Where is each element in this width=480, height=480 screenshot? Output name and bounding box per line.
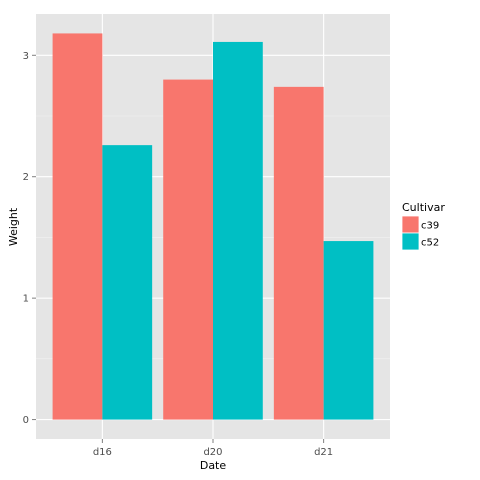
x-tick-label: d20 bbox=[203, 447, 222, 458]
legend-label-c52: c52 bbox=[421, 238, 439, 249]
y-tick-label: 2 bbox=[23, 172, 29, 183]
y-tick-label: 1 bbox=[23, 294, 29, 305]
y-axis-title: Weight bbox=[7, 207, 20, 246]
bars bbox=[52, 33, 374, 420]
legend-key-c52 bbox=[401, 232, 420, 251]
y-tick-label: 0 bbox=[23, 415, 29, 426]
bar-c52-d16 bbox=[102, 145, 153, 420]
y-axis-ticks: 0 1 2 3 bbox=[23, 51, 36, 426]
bar-c39-d16 bbox=[52, 33, 103, 420]
x-tick-label: d16 bbox=[93, 447, 112, 458]
bar-c39-d21 bbox=[273, 86, 324, 420]
legend-label-c39: c39 bbox=[421, 221, 439, 232]
bar-c52-d20 bbox=[213, 41, 263, 420]
y-tick-label: 3 bbox=[23, 51, 29, 62]
x-axis-title: Date bbox=[200, 459, 227, 472]
x-tick-label: d21 bbox=[314, 447, 333, 458]
legend-title: Cultivar bbox=[402, 201, 445, 214]
x-axis-ticks: d16 d20 d21 bbox=[93, 439, 333, 458]
bar-c39-d20 bbox=[163, 79, 213, 420]
legend-key-c39 bbox=[401, 215, 420, 234]
legend: Cultivar c39 c52 bbox=[401, 201, 445, 251]
bar-c52-d21 bbox=[323, 241, 374, 420]
